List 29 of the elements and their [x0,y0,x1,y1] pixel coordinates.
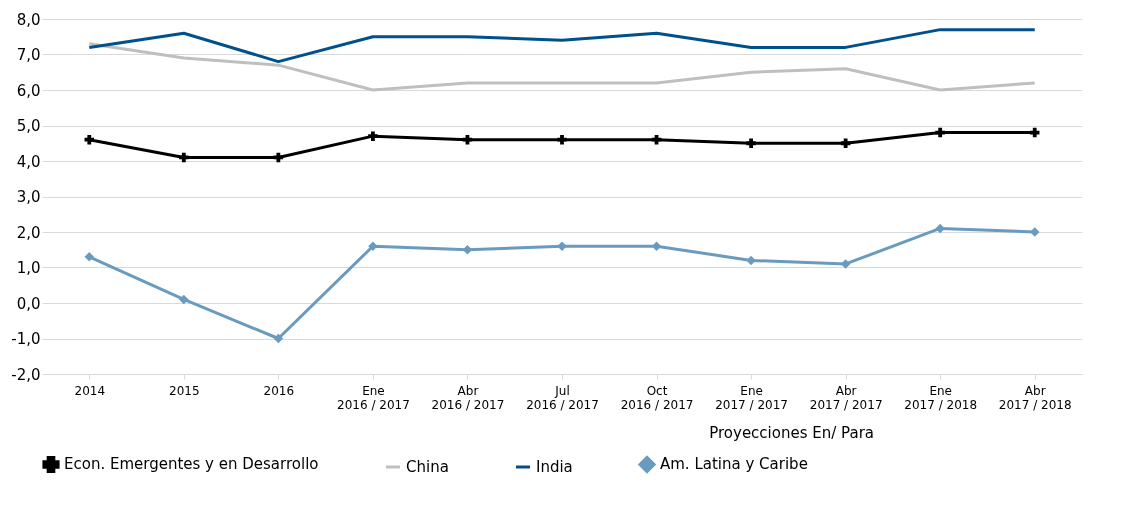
y-tick-label: 4,0 [16,152,41,171]
y-tick-label: 2,0 [16,223,41,242]
legend-label: India [536,458,573,476]
x-tick-label: Abr 2016 / 2017 [431,383,505,412]
y-tick-label: 8,0 [16,10,41,29]
x-tick-label: Ene 2017 / 2017 [715,383,788,412]
x-tick-label: 2016 [263,383,295,398]
y-tick-label: 7,0 [16,46,41,64]
x-tick-label: Abr 2017 / 2018 [998,383,1072,412]
line-series [87,42,1037,92]
legend-label: Econ. Emergentes y en Desarrollo [64,455,319,474]
y-tick-label: 1,0 [16,259,41,277]
x-tick-label: Ene 2016 / 2017 [337,383,410,412]
x-tick-label: Ene 2017 / 2018 [904,383,978,412]
line-series [87,28,1037,64]
y-tick-label: 3,0 [16,188,41,206]
y-tick-label: -2,0 [11,365,41,384]
x-tick-label: Abr 2017 / 2017 [809,383,883,412]
text: Proyecciones En/ Para [709,424,874,442]
legend-label: Am. Latina y Caribe [660,455,808,474]
x-tick-label: Oct 2016 / 2017 [620,383,694,412]
x-tick-label: Jul 2016 / 2017 [526,383,599,412]
y-tick-label: -1,0 [11,330,41,348]
y-tick-label: 0,0 [16,294,41,313]
y-tick-label: 6,0 [16,81,41,100]
x-tick-label: 2015 [169,383,200,398]
legend-label: China [406,458,449,476]
x-tick-label: 2014 [74,383,106,398]
y-tick-label: 5,0 [16,117,41,135]
